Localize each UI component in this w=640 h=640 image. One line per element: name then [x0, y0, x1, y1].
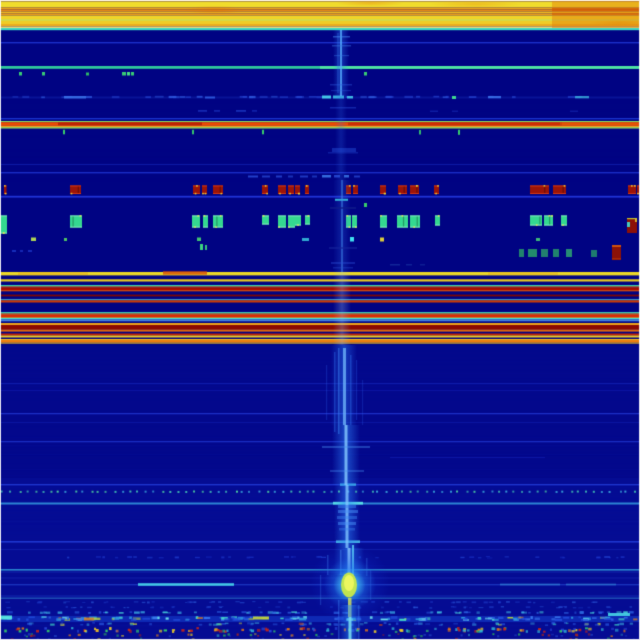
spectrogram	[0, 0, 640, 640]
spectrogram-canvas	[0, 0, 640, 640]
